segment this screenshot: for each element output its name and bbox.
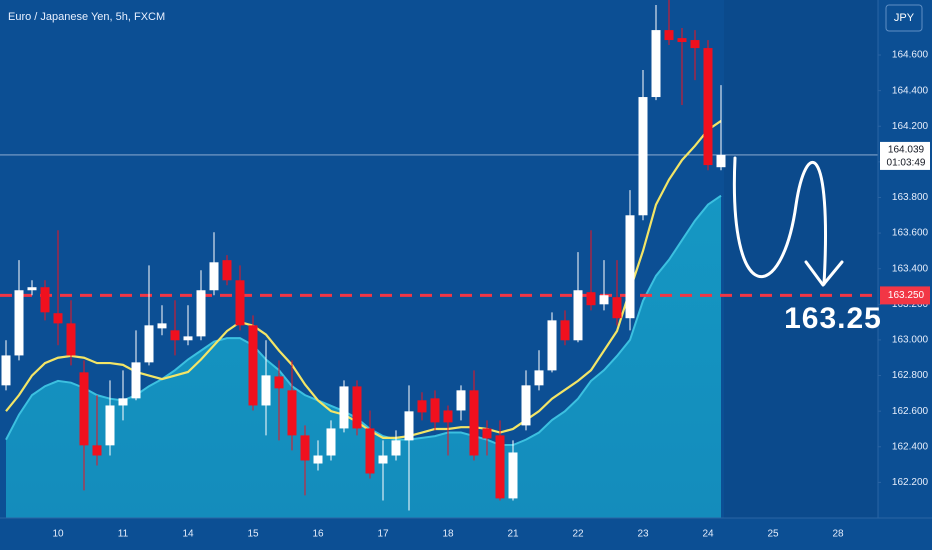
candle-body xyxy=(547,320,557,371)
countdown-label: 01:03:49 xyxy=(887,158,926,169)
candle-body xyxy=(209,262,219,291)
candle-body xyxy=(586,292,596,306)
area-fill xyxy=(6,195,721,518)
candle-body xyxy=(495,435,505,499)
candle-body xyxy=(170,330,180,341)
candle-body xyxy=(560,320,570,341)
candle-body xyxy=(651,30,661,98)
last-price-box xyxy=(880,141,930,170)
candle-body xyxy=(612,297,622,319)
arrow-head xyxy=(804,260,844,287)
y-tick-label: 163.200 xyxy=(892,299,929,310)
plot-area xyxy=(0,0,878,518)
y-tick-label: 164.600 xyxy=(892,50,929,61)
x-tick-label: 16 xyxy=(312,529,324,540)
candle-body xyxy=(40,287,50,313)
candle-body xyxy=(677,38,687,43)
candle-body xyxy=(534,370,544,386)
y-tick-label: 162.800 xyxy=(892,370,929,381)
currency-label[interactable]: JPY xyxy=(894,12,915,24)
candle-body xyxy=(222,260,232,281)
candle-body xyxy=(521,385,531,426)
level-label: 163.250 xyxy=(888,290,925,301)
candle-body xyxy=(638,97,648,216)
candle-body xyxy=(248,325,258,406)
x-tick-label: 22 xyxy=(572,529,584,540)
candle-body xyxy=(53,313,63,324)
projection-arrow xyxy=(732,156,828,286)
candle-body xyxy=(352,386,362,429)
candle-body xyxy=(508,452,518,499)
x-tick-label: 15 xyxy=(247,529,259,540)
candle-body xyxy=(365,428,375,474)
candle-body xyxy=(482,428,492,439)
x-tick-label: 21 xyxy=(507,529,519,540)
candle-body xyxy=(417,400,427,413)
x-tick-label: 18 xyxy=(442,529,454,540)
y-tick-label: 163.600 xyxy=(892,228,929,239)
candle-body xyxy=(261,375,271,406)
x-tick-label: 24 xyxy=(702,529,714,540)
x-tick-label: 28 xyxy=(832,529,844,540)
target-annotation: 163.25 xyxy=(784,302,882,335)
candle-body xyxy=(430,398,440,423)
y-tick-label: 163.800 xyxy=(892,192,929,203)
y-tick-label: 162.200 xyxy=(892,477,929,488)
x-tick-label: 11 xyxy=(118,529,129,540)
x-tick-label: 17 xyxy=(377,529,389,540)
x-tick-label: 10 xyxy=(52,529,64,540)
candle-body xyxy=(326,428,336,456)
last-price-label: 164.039 xyxy=(888,145,925,156)
candle-body xyxy=(183,336,193,341)
x-tick-label: 23 xyxy=(637,529,649,540)
candle-body xyxy=(313,455,323,464)
candle-body xyxy=(27,287,37,291)
x-tick-label: 14 xyxy=(182,529,194,540)
currency-button[interactable] xyxy=(885,4,923,32)
candle-body xyxy=(79,372,89,446)
candle-body xyxy=(716,154,726,168)
candle-body xyxy=(404,411,414,441)
price-axis: 162.200 162.400 162.600 162.800 163.000 163.2… xyxy=(878,50,930,488)
candle-body xyxy=(287,390,297,436)
candle-body xyxy=(105,405,115,446)
candle-body xyxy=(274,376,284,389)
candle-body xyxy=(703,48,713,166)
candle-body xyxy=(131,362,141,399)
y-tick-label: 163.000 xyxy=(892,335,929,346)
y-tick-label: 162.600 xyxy=(892,406,929,417)
candle-body xyxy=(690,40,700,49)
candle-body xyxy=(14,290,24,356)
ma-line xyxy=(5,120,722,439)
level-box xyxy=(880,286,930,305)
candle-body xyxy=(196,290,206,337)
candle-body xyxy=(469,390,479,456)
chart-title: Euro / Japanese Yen, 5h, FXCM xyxy=(8,11,165,23)
candle-body xyxy=(625,215,635,319)
candle-body xyxy=(599,295,609,305)
y-tick-label: 164.200 xyxy=(892,121,929,132)
y-tick-label: 162.400 xyxy=(892,441,929,452)
candle-body xyxy=(157,323,167,329)
y-tick-label: 164.400 xyxy=(892,85,929,96)
candle-body xyxy=(235,280,245,326)
candle-body xyxy=(456,390,466,411)
candle-body xyxy=(92,445,102,456)
candle-body xyxy=(443,410,453,423)
candle-body xyxy=(664,30,674,41)
candle-body xyxy=(1,355,11,386)
candle-body xyxy=(118,398,128,406)
future-region xyxy=(724,0,878,518)
candle-body xyxy=(300,435,310,461)
x-tick-label: 25 xyxy=(767,529,779,540)
candle-body xyxy=(378,455,388,464)
candle-body xyxy=(573,290,583,341)
candle-body xyxy=(339,386,349,429)
candle-body xyxy=(391,440,401,456)
candle-body xyxy=(66,323,76,356)
candle-body xyxy=(144,325,154,363)
y-tick-label: 163.400 xyxy=(892,263,929,274)
